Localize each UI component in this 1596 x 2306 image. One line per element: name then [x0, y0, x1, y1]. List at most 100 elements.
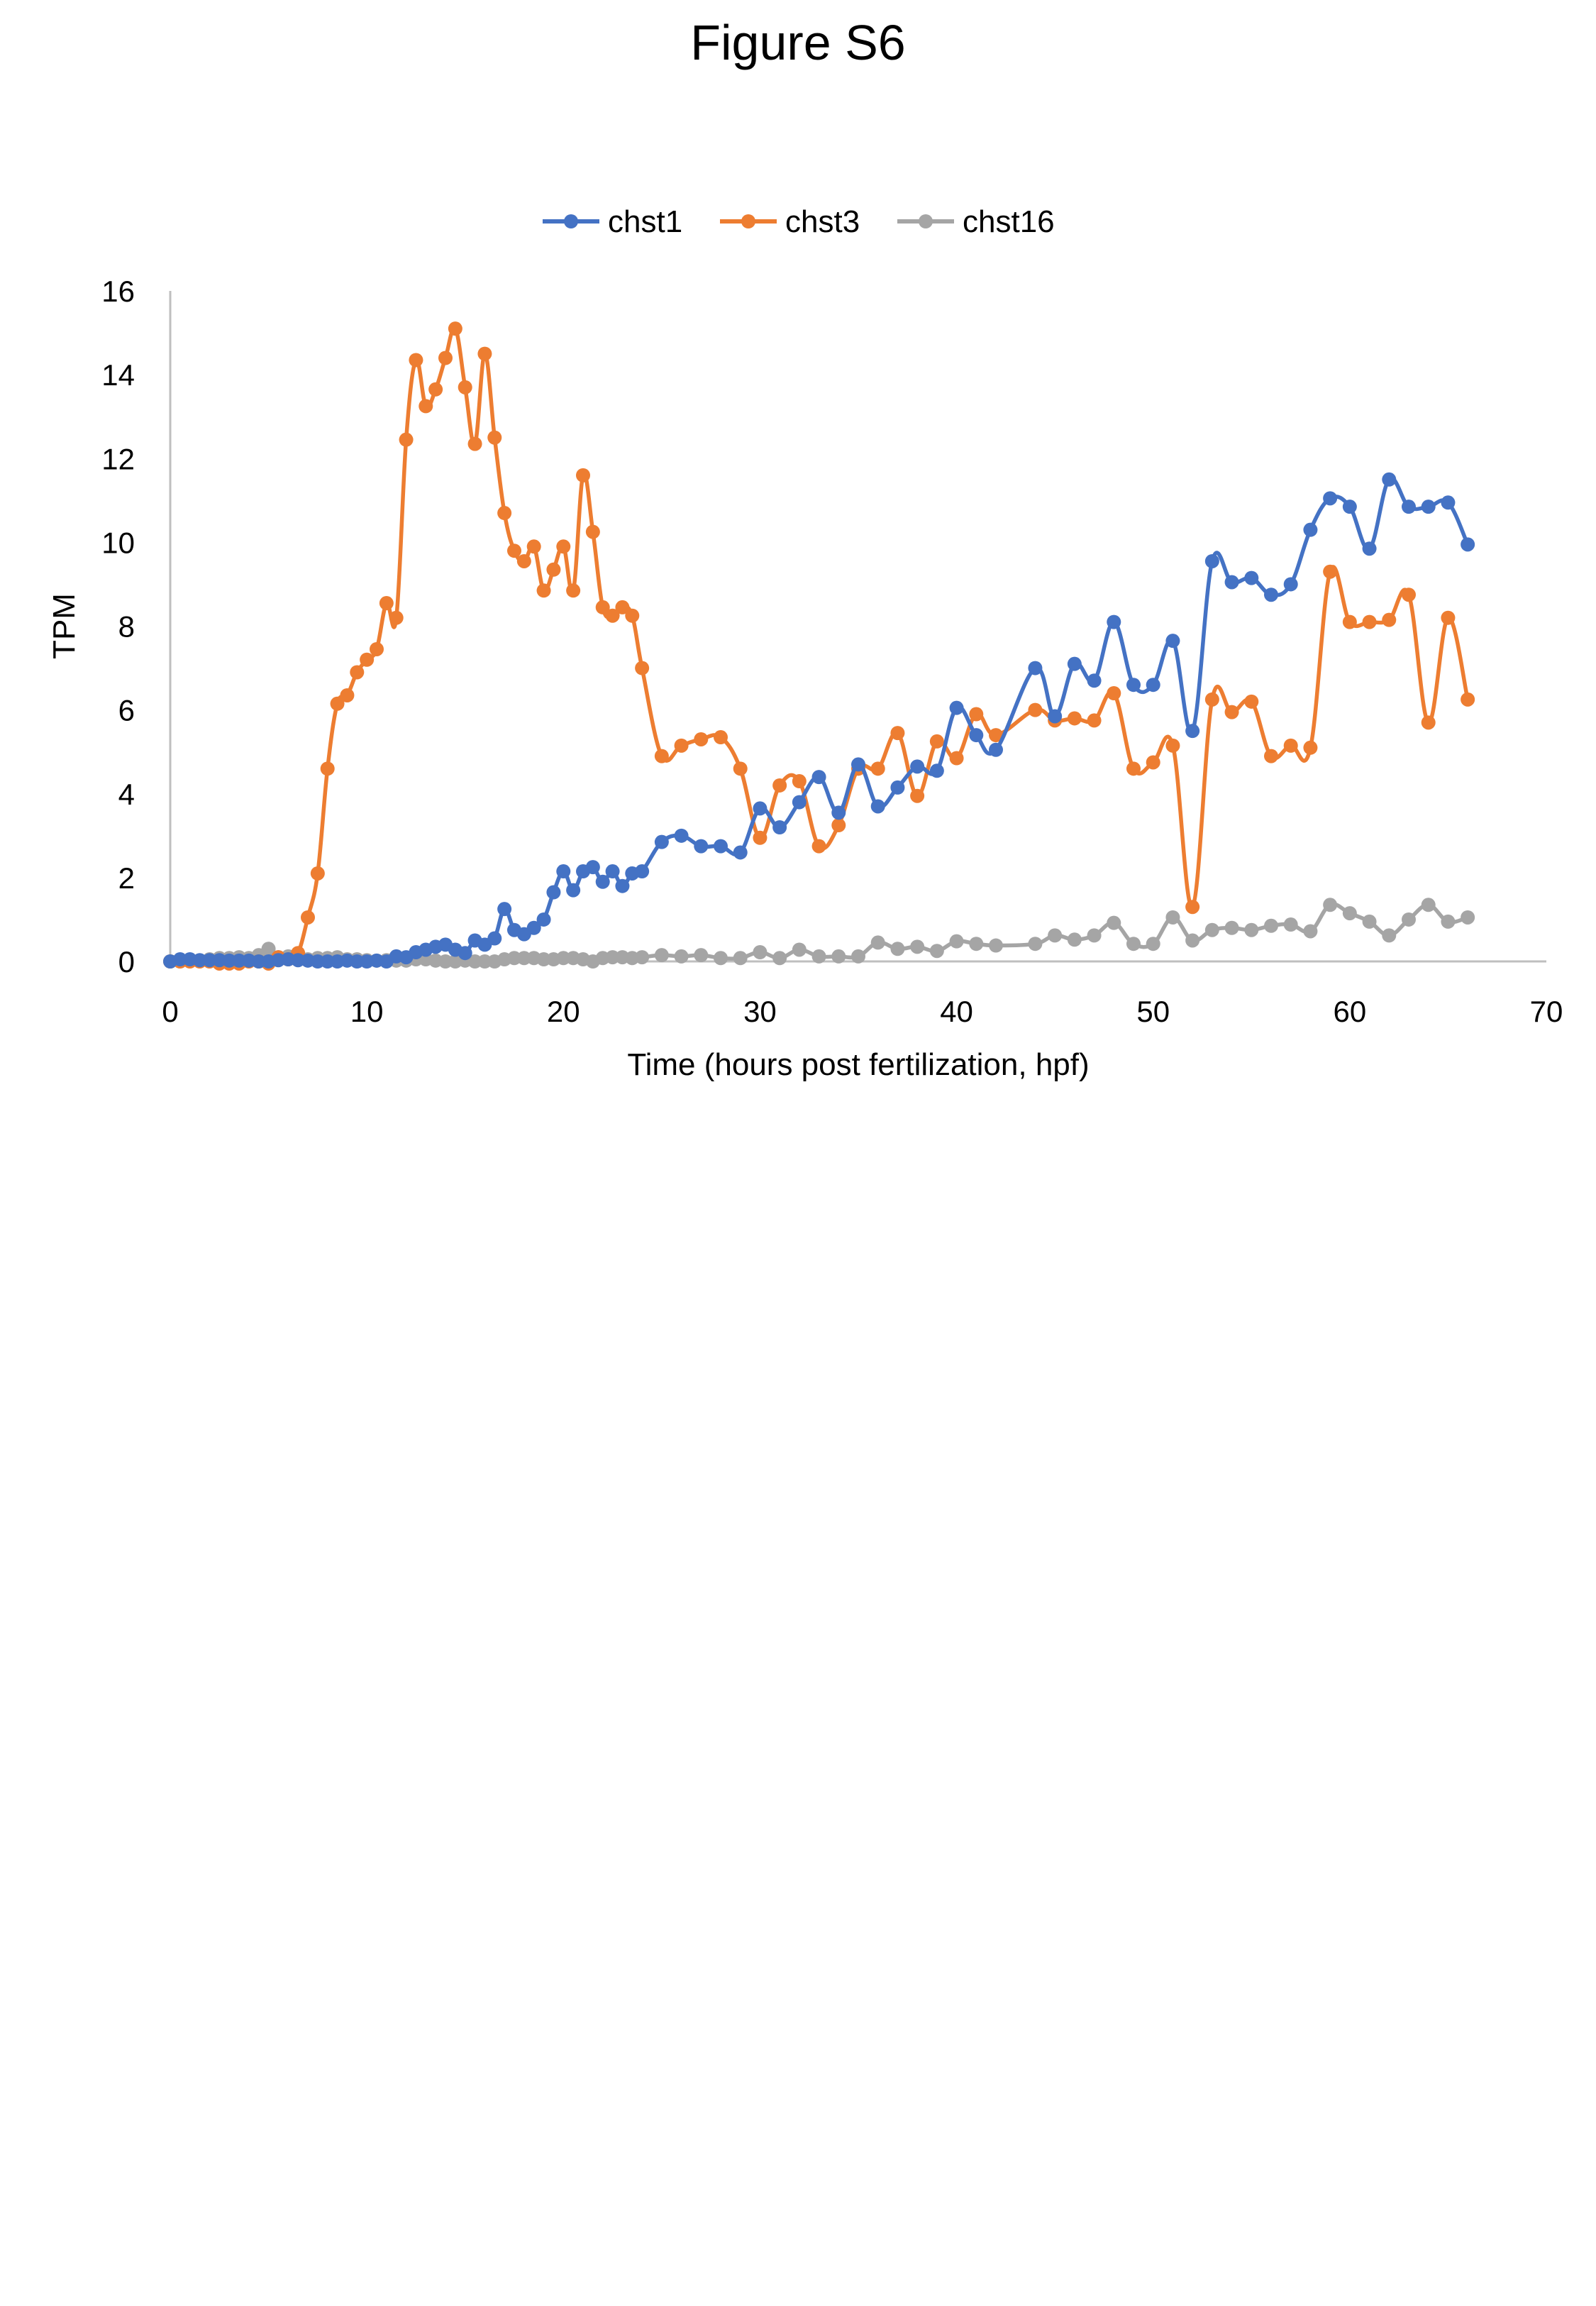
data-point [851, 757, 865, 772]
x-axis-title: Time (hours post fertilization, hpf) [627, 1047, 1089, 1082]
y-tick-label: 12 [101, 442, 135, 475]
data-point [1342, 500, 1357, 514]
data-point [831, 949, 846, 964]
data-point [733, 845, 748, 860]
data-point [831, 818, 846, 833]
data-point [1087, 928, 1102, 943]
data-point [1126, 678, 1141, 693]
data-point [1126, 761, 1141, 776]
data-point [1461, 692, 1475, 707]
data-point [379, 596, 394, 611]
data-point [595, 600, 610, 614]
data-point [576, 468, 590, 482]
data-point [674, 828, 689, 843]
data-point [310, 866, 325, 881]
data-point [870, 761, 885, 776]
data-point [320, 954, 335, 969]
data-point [615, 878, 630, 893]
y-tick-label: 8 [118, 610, 135, 644]
data-point [1204, 553, 1219, 568]
data-point [1028, 661, 1043, 675]
data-point [1244, 570, 1259, 585]
data-point [870, 935, 885, 950]
data-point [1323, 491, 1338, 506]
legend-label: chst1 [608, 204, 682, 239]
legend: chst1 chst3 chst16 [543, 204, 1055, 239]
data-point [477, 954, 492, 969]
data-point [1204, 692, 1219, 707]
data-point [1244, 922, 1259, 937]
data-point [1244, 694, 1259, 709]
data-point [714, 730, 728, 745]
data-point [448, 321, 462, 336]
data-point [516, 553, 531, 568]
x-tick-label: 70 [1530, 995, 1563, 1028]
data-point [1461, 910, 1475, 925]
data-point [625, 608, 640, 623]
series-line-chst3 [170, 326, 1470, 966]
data-point [1303, 740, 1318, 755]
y-tick-label: 14 [101, 358, 135, 392]
data-point [654, 834, 669, 849]
legend-item-chst16: chst16 [897, 204, 1055, 239]
series-chst1 [163, 472, 1475, 969]
data-point [870, 799, 885, 814]
x-tick-label: 50 [1136, 995, 1170, 1028]
data-point [1264, 587, 1278, 602]
data-point [556, 539, 571, 554]
data-point [1283, 577, 1298, 592]
data-point [969, 937, 984, 951]
x-tick-label: 30 [743, 995, 777, 1028]
data-point [635, 661, 650, 675]
data-point [536, 583, 551, 598]
data-point [714, 951, 728, 966]
data-point [1441, 495, 1456, 510]
legend-item-chst1: chst1 [543, 204, 682, 239]
data-point [969, 728, 984, 743]
y-axis-title: TPM [47, 593, 82, 659]
data-point [1146, 755, 1160, 770]
data-point [389, 610, 404, 625]
data-point [399, 432, 414, 447]
data-point [1264, 749, 1278, 763]
data-point [1303, 924, 1318, 939]
data-point [487, 430, 502, 445]
data-point [595, 874, 610, 889]
y-tick-label: 0 [118, 945, 135, 978]
data-point [792, 942, 807, 957]
data-point [989, 938, 1003, 953]
data-point [635, 950, 650, 965]
data-point [1224, 920, 1239, 935]
data-point [910, 788, 925, 803]
x-tick-label: 20 [547, 995, 580, 1028]
data-point [753, 830, 767, 845]
data-point [890, 780, 905, 795]
data-point [989, 742, 1003, 757]
data-point [654, 749, 669, 763]
data-point [320, 761, 335, 776]
data-point [910, 759, 925, 774]
data-point [350, 665, 365, 680]
data-point [1028, 937, 1043, 951]
data-point [310, 954, 325, 969]
data-point [1107, 915, 1121, 930]
data-point [516, 951, 531, 966]
data-point [605, 864, 620, 879]
data-point [1362, 914, 1377, 929]
x-tick-label: 10 [350, 995, 384, 1028]
data-point [1165, 910, 1180, 925]
axes [169, 291, 1546, 963]
data-point [301, 910, 315, 925]
data-point [1067, 932, 1082, 947]
data-point [674, 949, 689, 964]
data-point [419, 399, 433, 414]
data-point [989, 728, 1003, 743]
data-point [1224, 705, 1239, 719]
data-point [507, 951, 521, 966]
data-point [1362, 614, 1377, 629]
data-point [635, 864, 650, 879]
data-point [831, 805, 846, 820]
data-point [1421, 715, 1436, 730]
legend-label: chst16 [963, 204, 1055, 239]
data-point [360, 652, 375, 667]
